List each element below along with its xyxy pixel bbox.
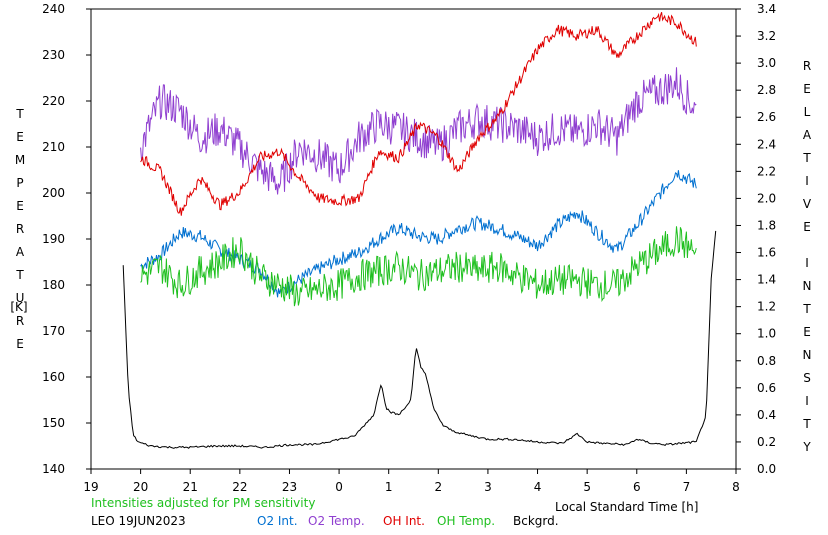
y-right-tick-label: 1.8 — [757, 218, 776, 232]
x-tick-label: 22 — [232, 480, 247, 494]
y-right-tick-label: 0.4 — [757, 408, 776, 422]
y-right-tick-label: 2.4 — [757, 137, 776, 151]
plot-frame — [90, 8, 737, 470]
x-tick-label: 23 — [282, 480, 297, 494]
y-left-tick-label: 150 — [42, 416, 65, 430]
x-tick-label: 3 — [484, 480, 492, 494]
legend-o2-int: O2 Int. — [257, 514, 298, 528]
y-left-tick-label: 210 — [42, 140, 65, 154]
y-left-label-letter: T — [15, 268, 24, 282]
series-line — [140, 170, 697, 298]
series-line — [140, 226, 697, 307]
legend-o2-temp: O2 Temp. — [308, 514, 365, 528]
y-left-tick-label: 160 — [42, 370, 65, 384]
y-right-tick-label: 3.0 — [757, 56, 776, 70]
y-left-tick-label: 240 — [42, 2, 65, 16]
y-right-tick-label: 0.2 — [757, 435, 776, 449]
adjustment-note: Intensities adjusted for PM sensitivity — [91, 496, 315, 510]
y-right-tick-label: 2.8 — [757, 83, 776, 97]
legend-oh-temp: OH Temp. — [437, 514, 495, 528]
x-tick-label: 8 — [732, 480, 740, 494]
y-left-label-letter: R — [16, 222, 24, 236]
y-left-label-letter: [K] — [10, 300, 27, 314]
y-right-label-letter: Y — [802, 440, 811, 454]
y-left-tick-label: 200 — [42, 186, 65, 200]
y-right-tick-label: 1.0 — [757, 327, 776, 341]
y-left-tick-label: 140 — [42, 462, 65, 476]
y-left-label-letter: T — [15, 107, 24, 121]
x-tick-label: 0 — [335, 480, 343, 494]
y-left-label-letter: E — [16, 337, 24, 351]
y-right-tick-label: 0.0 — [757, 462, 776, 476]
y-right-label-letter: E — [803, 220, 811, 234]
legend-background: Bckgrd. — [513, 514, 559, 528]
y-right-label-letter: E — [803, 82, 811, 96]
y-right-tick-label: 1.2 — [757, 300, 776, 314]
y-right-tick-label: 3.4 — [757, 2, 776, 16]
x-tick-label: 2 — [434, 480, 442, 494]
y-right-label-letter: E — [803, 325, 811, 339]
y-left-tick-label: 170 — [42, 324, 65, 338]
y-right-label-letter: I — [805, 174, 809, 188]
series-oh-temp — [140, 226, 697, 307]
x-tick-label: 20 — [133, 480, 148, 494]
y-right-label-letter: T — [802, 417, 811, 431]
y-right-label-letter: S — [803, 371, 811, 385]
x-tick-label: 19 — [83, 480, 98, 494]
y-right-label-letter: I — [805, 256, 809, 270]
station-date: LEO 19JUN2023 — [91, 514, 186, 528]
y-right-label-letter: L — [804, 105, 811, 119]
y-left-tick-label: 220 — [42, 94, 65, 108]
y-right-tick-label: 0.6 — [757, 381, 776, 395]
x-tick-label: 5 — [583, 480, 591, 494]
y-right-tick-label: 2.6 — [757, 110, 776, 124]
x-axis-label: Local Standard Time [h] — [555, 500, 698, 514]
y-right-label-letter: A — [803, 128, 812, 142]
series-bckgrd — [122, 230, 717, 449]
y-right-label-letter: V — [803, 197, 812, 211]
y-right-label-letter: I — [805, 394, 809, 408]
series-line — [140, 12, 697, 216]
y-left-label-letter: E — [16, 130, 24, 144]
x-tick-label: 7 — [683, 480, 691, 494]
series-line — [122, 230, 717, 449]
y-right-label-letter: R — [803, 59, 811, 73]
y-right-tick-label: 0.8 — [757, 354, 776, 368]
x-tick-label: 21 — [183, 480, 198, 494]
y-right-tick-label: 2.2 — [757, 164, 776, 178]
x-tick-label: 4 — [534, 480, 542, 494]
y-left-tick-label: 190 — [42, 232, 65, 246]
y-right-tick-label: 3.2 — [757, 29, 776, 43]
y-left-label-letter: U — [16, 291, 25, 305]
y-left-label-letter: P — [16, 176, 23, 190]
y-left-tick-label: 230 — [42, 48, 65, 62]
series-line — [140, 67, 697, 195]
y-right-label-letter: N — [803, 279, 812, 293]
x-tick-label: 6 — [633, 480, 641, 494]
y-left-tick-label: 180 — [42, 278, 65, 292]
y-left-label-letter: R — [16, 314, 24, 328]
series-o2-temp — [140, 67, 697, 195]
y-right-label-letter: N — [803, 348, 812, 362]
y-left-label-letter: M — [15, 153, 25, 167]
y-left-label-letter: E — [16, 199, 24, 213]
y-right-tick-label: 1.6 — [757, 246, 776, 260]
y-right-label-letter: T — [802, 302, 811, 316]
legend-oh-int: OH Int. — [383, 514, 425, 528]
y-right-tick-label: 1.4 — [757, 273, 776, 287]
y-right-tick-label: 2.0 — [757, 191, 776, 205]
series-oh-int — [140, 12, 697, 216]
y-left-label-letter: A — [16, 245, 25, 259]
x-tick-label: 1 — [385, 480, 393, 494]
series-o2-int — [140, 170, 697, 298]
y-right-label-letter: T — [802, 151, 811, 165]
